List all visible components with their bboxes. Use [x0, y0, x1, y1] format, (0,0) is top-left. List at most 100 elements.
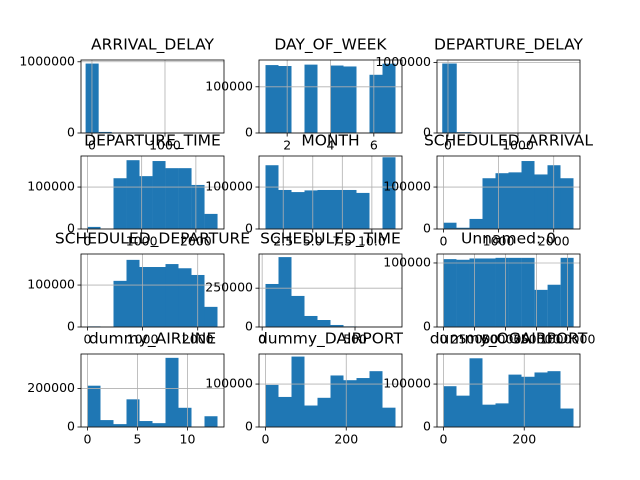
bar — [521, 376, 535, 427]
x-tick-label: 250000 — [451, 332, 499, 347]
axes-frame — [436, 253, 581, 328]
bar — [126, 399, 140, 427]
bar — [356, 192, 370, 229]
bar — [508, 257, 522, 327]
x-tick-label: 1000 — [127, 332, 159, 347]
bar — [291, 356, 305, 427]
x-tick-label: 0 — [262, 432, 270, 447]
bar — [87, 385, 101, 427]
x-tick-label: 1000000 — [540, 332, 596, 347]
axes-background — [437, 60, 580, 133]
bar — [369, 74, 383, 133]
y-tick-label: 1000000 — [375, 54, 431, 69]
bar — [265, 165, 279, 229]
y-tick-label: 0 — [245, 419, 253, 434]
bar — [330, 324, 344, 327]
x-tick-label: 0 — [444, 138, 452, 153]
bar — [547, 371, 561, 427]
x-tick-label: 200 — [334, 432, 358, 447]
axes-background — [81, 354, 224, 427]
bar — [443, 222, 457, 229]
axes-frame — [80, 59, 225, 134]
x-tick-label: 200 — [512, 432, 536, 447]
y-tick-label: 100000 — [205, 376, 253, 391]
bar — [265, 283, 279, 327]
x-tick-label: 0 — [83, 234, 91, 249]
x-tick-label: 0 — [440, 432, 448, 447]
bar — [178, 268, 192, 327]
bar — [443, 259, 457, 327]
bar — [482, 258, 496, 327]
bar — [495, 173, 509, 229]
bar — [343, 380, 357, 427]
chart-title: DEPARTURE_DELAY — [434, 36, 584, 55]
bar — [560, 408, 574, 427]
bar — [456, 227, 470, 229]
bar — [456, 132, 472, 133]
bar — [178, 407, 192, 427]
bar — [534, 372, 548, 427]
bar — [560, 257, 574, 327]
bar — [152, 161, 166, 229]
y-tick-label: 0 — [245, 319, 253, 334]
x-tick-label: 7.5 — [332, 234, 352, 249]
x-tick-label: 5.0 — [303, 234, 323, 249]
x-tick-label: 1000 — [502, 138, 534, 153]
histogram-panel: 2.5 5.0 7.5 10.0 0 100000 MONTH — [205, 132, 403, 249]
bar — [382, 63, 396, 134]
bar — [534, 289, 548, 327]
y-tick-label: 100000 — [27, 179, 75, 194]
bar — [382, 157, 396, 229]
bar — [317, 320, 331, 327]
bar — [100, 420, 114, 427]
bar — [521, 161, 535, 229]
bar — [382, 407, 396, 427]
bar — [126, 259, 140, 327]
histogram-panel: 0 5 10 0 200000 dummy_AIRLINE — [27, 330, 225, 447]
x-tick-label: 500000 — [482, 332, 530, 347]
bar — [442, 63, 457, 134]
bar — [482, 404, 496, 427]
bar — [304, 64, 318, 133]
bar — [330, 189, 344, 229]
bar — [278, 257, 292, 327]
bar — [291, 295, 305, 327]
bar — [204, 213, 218, 229]
bar — [139, 176, 153, 229]
axes-frame — [80, 353, 225, 428]
chart-title: DAY_OF_WEEK — [274, 36, 387, 55]
bar — [482, 178, 496, 229]
bar — [508, 374, 522, 427]
bar — [304, 315, 318, 327]
bar — [278, 396, 292, 427]
chart-title: Unnamed: 0 — [461, 230, 556, 248]
bar — [278, 66, 292, 133]
bar — [165, 264, 179, 327]
bar — [304, 190, 318, 229]
bar — [165, 357, 179, 427]
y-tick-label: 0 — [67, 319, 75, 334]
x-tick-label: 2000 — [538, 234, 570, 249]
bar — [113, 178, 127, 229]
bar — [330, 375, 344, 427]
axes-frame — [436, 59, 581, 134]
bar — [469, 218, 483, 229]
x-tick-label: 1000 — [149, 138, 181, 153]
bar — [113, 424, 127, 427]
bar — [265, 65, 279, 133]
x-tick-label: 1000 — [483, 234, 515, 249]
bar — [126, 160, 140, 229]
y-tick-label: 0 — [423, 419, 431, 434]
x-tick-label: 500 — [343, 332, 367, 347]
x-tick-label: 2000 — [180, 234, 212, 249]
bar — [469, 258, 483, 327]
bar — [139, 267, 153, 327]
x-tick-label: 5 — [134, 432, 142, 447]
bar — [113, 280, 127, 327]
x-tick-label: 2 — [283, 138, 291, 153]
y-tick-label: 0 — [67, 419, 75, 434]
axes-frame — [436, 353, 581, 428]
